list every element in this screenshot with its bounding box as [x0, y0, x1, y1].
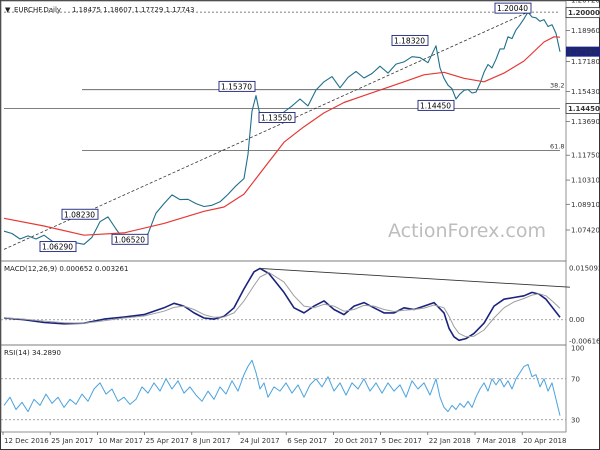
macd-series-line — [3, 267, 561, 342]
rsi-tick-label: 30 — [571, 416, 580, 424]
price-marker-label: 1.15370 — [221, 82, 252, 91]
x-tick-label: 24 Jul 2017 — [240, 437, 280, 445]
fib-level-label: 38.2 — [550, 82, 564, 90]
price-tick-label: 1.18960 — [571, 27, 600, 35]
level-price-tag — [565, 103, 600, 114]
symbol-label: EURCHF.Daily — [14, 6, 61, 14]
price-tick-label: 1.17180 — [571, 58, 600, 66]
price-marker-box — [218, 80, 256, 92]
price-marker-box — [391, 34, 429, 46]
level-price-label: 1.20000 — [568, 9, 600, 17]
price-tick-label: 1.10310 — [571, 177, 600, 185]
price-marker-box — [39, 241, 77, 253]
price-tick-label: 1.13690 — [571, 118, 600, 126]
x-tick-label: 20 Oct 2017 — [334, 437, 377, 445]
price-marker-box — [417, 99, 455, 111]
macd-trend-line — [259, 267, 571, 288]
price-marker-label: 1.06520 — [114, 235, 145, 244]
price-marker-label: 1.08230 — [64, 210, 95, 219]
macd-y-axis: 0.015092 0.00 -0.006163 — [569, 265, 600, 346]
price-marker-label: 1.20040 — [497, 4, 528, 13]
x-tick-label: 5 Dec 2017 — [382, 437, 422, 445]
price-marker-label: 1.13550 — [261, 113, 292, 122]
level-price-label: 1.14450 — [568, 105, 600, 113]
x-axis: 12 Dec 2016 25 Jan 2017 10 Mar 2017 25 Apr … — [2, 432, 566, 445]
price-marker-box — [61, 208, 99, 220]
x-tick-label: 22 Jan 2018 — [429, 437, 471, 445]
rsi-panel-frame — [0, 344, 567, 433]
rsi-lines — [1, 359, 566, 421]
price-tick-label: 1.20720 — [571, 0, 600, 5]
current-price-tag — [566, 46, 600, 57]
watermark: ActionForex.com — [388, 220, 546, 242]
x-tick-label: 25 Jan 2017 — [51, 437, 93, 445]
signal-series-line — [3, 272, 561, 338]
price-y-axis: 1.20720 1.18960 1.17180 1.15430 1.13690 1.117… — [565, 0, 600, 235]
macd-tick-label: 0.015092 — [569, 265, 600, 273]
symbol-icon: ▼ — [5, 6, 11, 14]
rsi-title: RSI(14) 34.2890 — [4, 349, 61, 357]
x-tick-label: 7 Mar 2018 — [476, 437, 516, 445]
rsi-y-axis: 100 70 30 — [571, 345, 584, 425]
rsi-tick-label: 70 — [571, 375, 580, 383]
price-tick-label: 1.07420 — [571, 227, 600, 235]
macd-lines — [1, 267, 571, 342]
level-price-tag — [565, 7, 600, 19]
macd-tick-label: 0.00 — [569, 316, 585, 324]
fib-level-label: 61.8 — [550, 143, 564, 151]
price-tick-label: 1.15430 — [571, 88, 600, 96]
price-marker-label: 1.14450 — [420, 101, 451, 110]
price-marker-label: 1.18320 — [394, 36, 425, 45]
ohlc-text: 1.18475 1.18607 1.17729 1.17743 — [72, 6, 194, 14]
price-marker-box — [258, 112, 296, 123]
price-tick-label: 1.08910 — [571, 201, 600, 209]
x-tick-label: 6 Sep 2017 — [287, 437, 327, 445]
rsi-series-line — [3, 359, 561, 416]
x-tick-label: 10 Mar 2017 — [98, 437, 142, 445]
header: ▼ EURCHF.Daily 1.18475 1.18607 1.17729 1… — [5, 6, 194, 14]
price-marker-label: 1.06290 — [42, 243, 73, 252]
x-tick-label: 20 Apr 2018 — [523, 437, 566, 445]
price-marker-box — [494, 2, 532, 14]
price-tick-label: 1.11750 — [571, 152, 600, 160]
x-tick-label: 8 Jun 2017 — [193, 437, 231, 445]
x-tick-label: 25 Apr 2017 — [146, 437, 189, 445]
rsi-tick-label: 100 — [571, 345, 584, 353]
price-markers: 1.20040 1.18320 1.15370 1.13550 1.14450 1.082… — [39, 2, 532, 253]
price-marker-box — [111, 233, 149, 245]
macd-title: MACD(12,26,9) 0.000652 0.003261 — [4, 265, 128, 273]
current-price-label: 1.17743 — [568, 48, 597, 56]
ema-series-line — [3, 36, 561, 236]
x-tick-label: 12 Dec 2016 — [4, 437, 49, 445]
macd-tick-label: -0.006163 — [569, 337, 600, 345]
